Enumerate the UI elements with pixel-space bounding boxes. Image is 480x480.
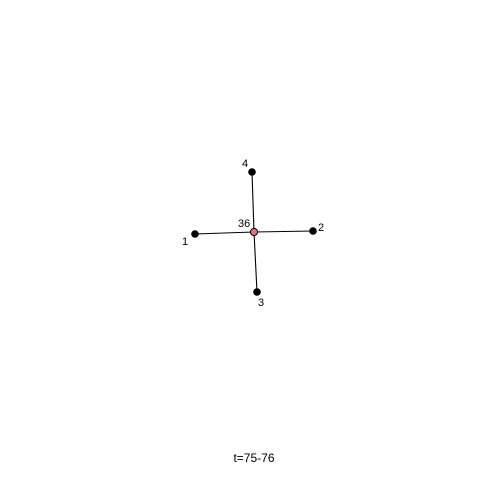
edge-36-4 (251, 171, 255, 233)
edge-36-2 (253, 230, 314, 233)
node-label-3: 3 (258, 297, 264, 309)
node-3 (253, 288, 261, 296)
nodes (191, 168, 317, 296)
edges (194, 171, 314, 293)
edge-36-1 (194, 231, 255, 235)
node-label-4: 4 (242, 158, 248, 170)
node-36 (249, 227, 259, 237)
node-label-1: 1 (182, 236, 188, 248)
node-1 (191, 230, 199, 238)
node-label-36: 36 (238, 218, 250, 230)
edge-36-3 (253, 231, 258, 293)
diagram-caption: t=75-76 (233, 451, 274, 465)
node-2 (309, 227, 317, 235)
node-label-2: 2 (318, 222, 324, 234)
node-4 (248, 168, 256, 176)
node-labels: 1 2 3 4 36 (182, 158, 324, 309)
